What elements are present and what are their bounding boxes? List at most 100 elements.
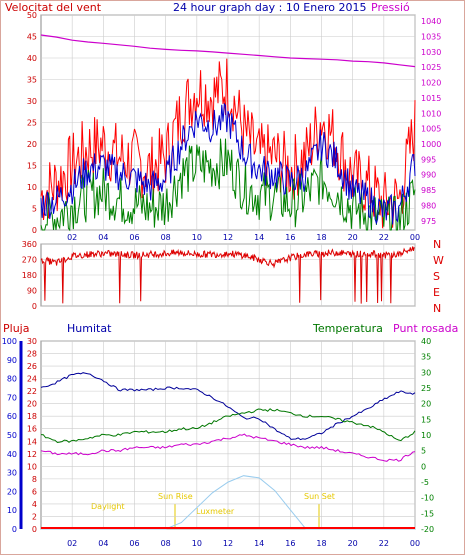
- hour-tick-label: 02: [67, 233, 77, 242]
- temp-y-tick-label: -20: [421, 525, 434, 534]
- pluja-y-tick-label: 20: [27, 400, 37, 409]
- pluja-y-tick-label: 2: [32, 512, 37, 521]
- hour-tick-label: 06: [129, 539, 139, 548]
- wind-y-tick-label: 45: [27, 33, 37, 42]
- direction-y-tick-label: 360: [22, 240, 37, 249]
- wind-y-tick-label: 15: [27, 162, 37, 171]
- humitat-y-tick-label: 70: [7, 393, 17, 402]
- punt-rosada-label: Punt rosada: [393, 322, 458, 335]
- temp-y-tick-label: -5: [421, 478, 429, 487]
- wind-y-tick-label: 35: [27, 76, 37, 85]
- temp-y-tick-label: -10: [421, 494, 434, 503]
- hour-tick-label: 16: [285, 539, 295, 548]
- pressure-y-tick-label: 1030: [421, 48, 441, 57]
- wind-y-tick-label: 0: [32, 226, 37, 235]
- wind-y-tick-label: 10: [27, 183, 37, 192]
- humitat-y-tick-label: 0: [12, 525, 17, 534]
- temp-y-tick-label: 35: [421, 353, 431, 362]
- hour-tick-label: 20: [348, 539, 358, 548]
- temp-y-tick-label: 20: [421, 400, 431, 409]
- hour-tick-label: 00: [410, 233, 420, 242]
- pressure-y-tick-label: 990: [421, 171, 436, 180]
- humitat-y-tick-label: 30: [7, 469, 17, 478]
- pressure-y-tick-label: 1000: [421, 140, 441, 149]
- humitat-y-tick-label: 20: [7, 487, 17, 496]
- pressure-y-tick-label: 995: [421, 155, 436, 164]
- temp-y-tick-label: 30: [421, 368, 431, 377]
- direction-line: [40, 246, 415, 304]
- pluja-y-tick-label: 16: [27, 425, 37, 434]
- wind-y-tick-label: 20: [27, 140, 37, 149]
- compass-label: E: [433, 286, 440, 299]
- compass-label: W: [433, 254, 444, 267]
- hour-tick-label: 04: [98, 233, 108, 242]
- hour-tick-label: 18: [316, 233, 326, 242]
- luxmeter-annotation: Luxmeter: [196, 507, 235, 516]
- pressure-y-tick-label: 980: [421, 201, 436, 210]
- pressure-y-tick-label: 985: [421, 186, 436, 195]
- pluja-y-tick-label: 12: [27, 450, 37, 459]
- compass-label: N: [433, 238, 441, 251]
- temp-y-tick-label: -15: [421, 509, 434, 518]
- direction-y-tick-label: 0: [32, 302, 37, 311]
- pluja-y-tick-label: 8: [32, 475, 37, 484]
- hour-tick-label: 14: [254, 233, 264, 242]
- temp-y-tick-label: 25: [421, 384, 431, 393]
- sun-set-annotation: Sun Set: [304, 492, 335, 501]
- temp-y-tick-label: 5: [421, 447, 426, 456]
- pressure-y-tick-label: 1035: [421, 33, 441, 42]
- humitat-label: Humitat: [67, 322, 112, 335]
- pluja-y-tick-label: 30: [27, 337, 37, 346]
- humitat-y-tick-label: 10: [7, 506, 17, 515]
- sun-rise-annotation: Sun Rise: [158, 492, 193, 501]
- hour-tick-label: 12: [223, 539, 233, 548]
- wind-y-tick-label: 5: [32, 205, 37, 214]
- wind-y-tick-label: 30: [27, 97, 37, 106]
- temperature-line: [40, 408, 416, 444]
- hour-tick-label: 00: [410, 539, 420, 548]
- direction-y-tick-label: 180: [22, 271, 37, 280]
- hour-tick-label: 06: [129, 233, 139, 242]
- humitat-y-tick-label: 100: [2, 337, 17, 346]
- wind-y-tick-label: 50: [27, 11, 37, 20]
- temp-y-tick-label: 10: [421, 431, 431, 440]
- pressure-y-tick-label: 975: [421, 217, 436, 226]
- wind-avg-line: [40, 102, 416, 226]
- pluja-y-tick-label: 24: [27, 375, 37, 384]
- hour-tick-label: 16: [285, 233, 295, 242]
- dew-point-line: [40, 433, 416, 462]
- pressure-line: [40, 34, 416, 68]
- humitat-y-tick-label: 50: [7, 431, 17, 440]
- direction-y-tick-label: 270: [22, 256, 37, 265]
- pressure-y-tick-label: 1015: [421, 94, 441, 103]
- pluja-y-tick-label: 0: [32, 525, 37, 534]
- temperatura-label: Temperatura: [312, 322, 383, 335]
- pluja-y-tick-label: 28: [27, 350, 37, 359]
- hour-tick-label: 08: [161, 539, 171, 548]
- temp-y-tick-label: 0: [421, 462, 426, 471]
- hour-tick-label: 02: [67, 539, 77, 548]
- humitat-y-tick-label: 90: [7, 356, 17, 365]
- hour-tick-label: 20: [348, 233, 358, 242]
- pluja-y-tick-label: 10: [27, 462, 37, 471]
- wind-y-tick-label: 40: [27, 54, 37, 63]
- compass-label: S: [433, 270, 440, 283]
- pluja-y-tick-label: 22: [27, 387, 37, 396]
- hour-tick-label: 18: [316, 539, 326, 548]
- direction-y-tick-label: 90: [27, 287, 37, 296]
- daylight-annotation: Daylight: [91, 502, 125, 511]
- graph-title: 24 hour graph day : 10 Enero 2015: [173, 1, 367, 14]
- hour-tick-label: 10: [192, 539, 202, 548]
- humitat-y-tick-label: 60: [7, 412, 17, 421]
- hour-tick-label: 10: [192, 233, 202, 242]
- hour-tick-label: 12: [223, 233, 233, 242]
- hour-tick-label: 04: [98, 539, 108, 548]
- compass-label: N: [433, 302, 441, 315]
- hour-tick-label: 14: [254, 539, 264, 548]
- wind-y-tick-label: 25: [27, 119, 37, 128]
- hour-tick-label: 08: [161, 233, 171, 242]
- pressure-y-tick-label: 1025: [421, 63, 441, 72]
- hour-tick-label: 22: [379, 539, 389, 548]
